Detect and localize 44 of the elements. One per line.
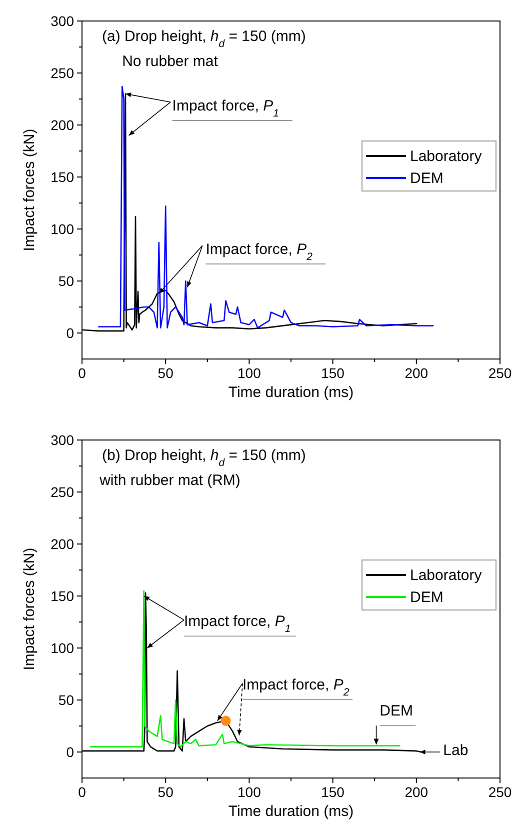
y-axis-title: Impact forces (kN) — [21, 128, 38, 252]
annotation: Impact force, P$_{1}$ — [172, 97, 280, 120]
y-tick-label: 0 — [66, 325, 74, 341]
legend-label: DEM — [410, 589, 444, 606]
y-tick-label: 0 — [66, 744, 74, 760]
x-tick-label: 50 — [158, 365, 174, 381]
y-axis-title: Impact forces (kN) — [21, 548, 38, 670]
legend-label: DEM — [410, 170, 444, 187]
text: (b) Drop height, h$_{d}$ = 150 (mm) — [102, 447, 306, 469]
y-tick-label: 100 — [50, 640, 74, 656]
y-tick-label: 200 — [50, 536, 74, 552]
y-tick-label: 50 — [58, 692, 74, 708]
legend-label: Laboratory — [410, 567, 482, 584]
annotation: Impact force, P$_{2}$ — [242, 676, 350, 699]
x-tick-label: 150 — [321, 784, 345, 800]
text: with rubber mat (RM) — [98, 472, 240, 489]
annotation: Impact force, P$_{2}$ — [206, 240, 313, 263]
annotation: Impact force, P$_{1}$ — [184, 613, 291, 636]
text: No rubber mat — [122, 53, 219, 70]
annotation: DEM — [380, 702, 413, 720]
y-tick-label: 100 — [50, 221, 74, 237]
x-tick-label: 0 — [78, 784, 86, 800]
x-tick-label: 100 — [238, 784, 262, 800]
y-tick-label: 250 — [50, 65, 74, 81]
y-tick-label: 50 — [58, 273, 74, 289]
text: (a) Drop height, h$_{d}$ = 150 (mm) — [102, 28, 306, 50]
x-tick-label: 100 — [238, 365, 262, 381]
x-tick-label: 200 — [404, 365, 428, 381]
x-tick-label: 0 — [78, 365, 86, 381]
x-tick-label: 50 — [158, 784, 174, 800]
x-tick-label: 200 — [404, 784, 428, 800]
y-tick-label: 200 — [50, 117, 74, 133]
x-tick-label: 150 — [321, 365, 345, 381]
y-tick-label: 150 — [50, 588, 74, 604]
x-tick-label: 250 — [488, 365, 512, 381]
y-tick-label: 300 — [50, 432, 74, 448]
x-axis-title: Time duration (ms) — [228, 384, 354, 401]
legend-label: Laboratory — [410, 148, 482, 165]
y-tick-label: 250 — [50, 484, 74, 500]
y-tick-label: 300 — [50, 13, 74, 29]
x-axis-title: Time duration (ms) — [228, 803, 354, 820]
annotation: Lab — [443, 742, 468, 760]
x-tick-label: 250 — [488, 784, 512, 800]
y-tick-label: 150 — [50, 169, 74, 185]
